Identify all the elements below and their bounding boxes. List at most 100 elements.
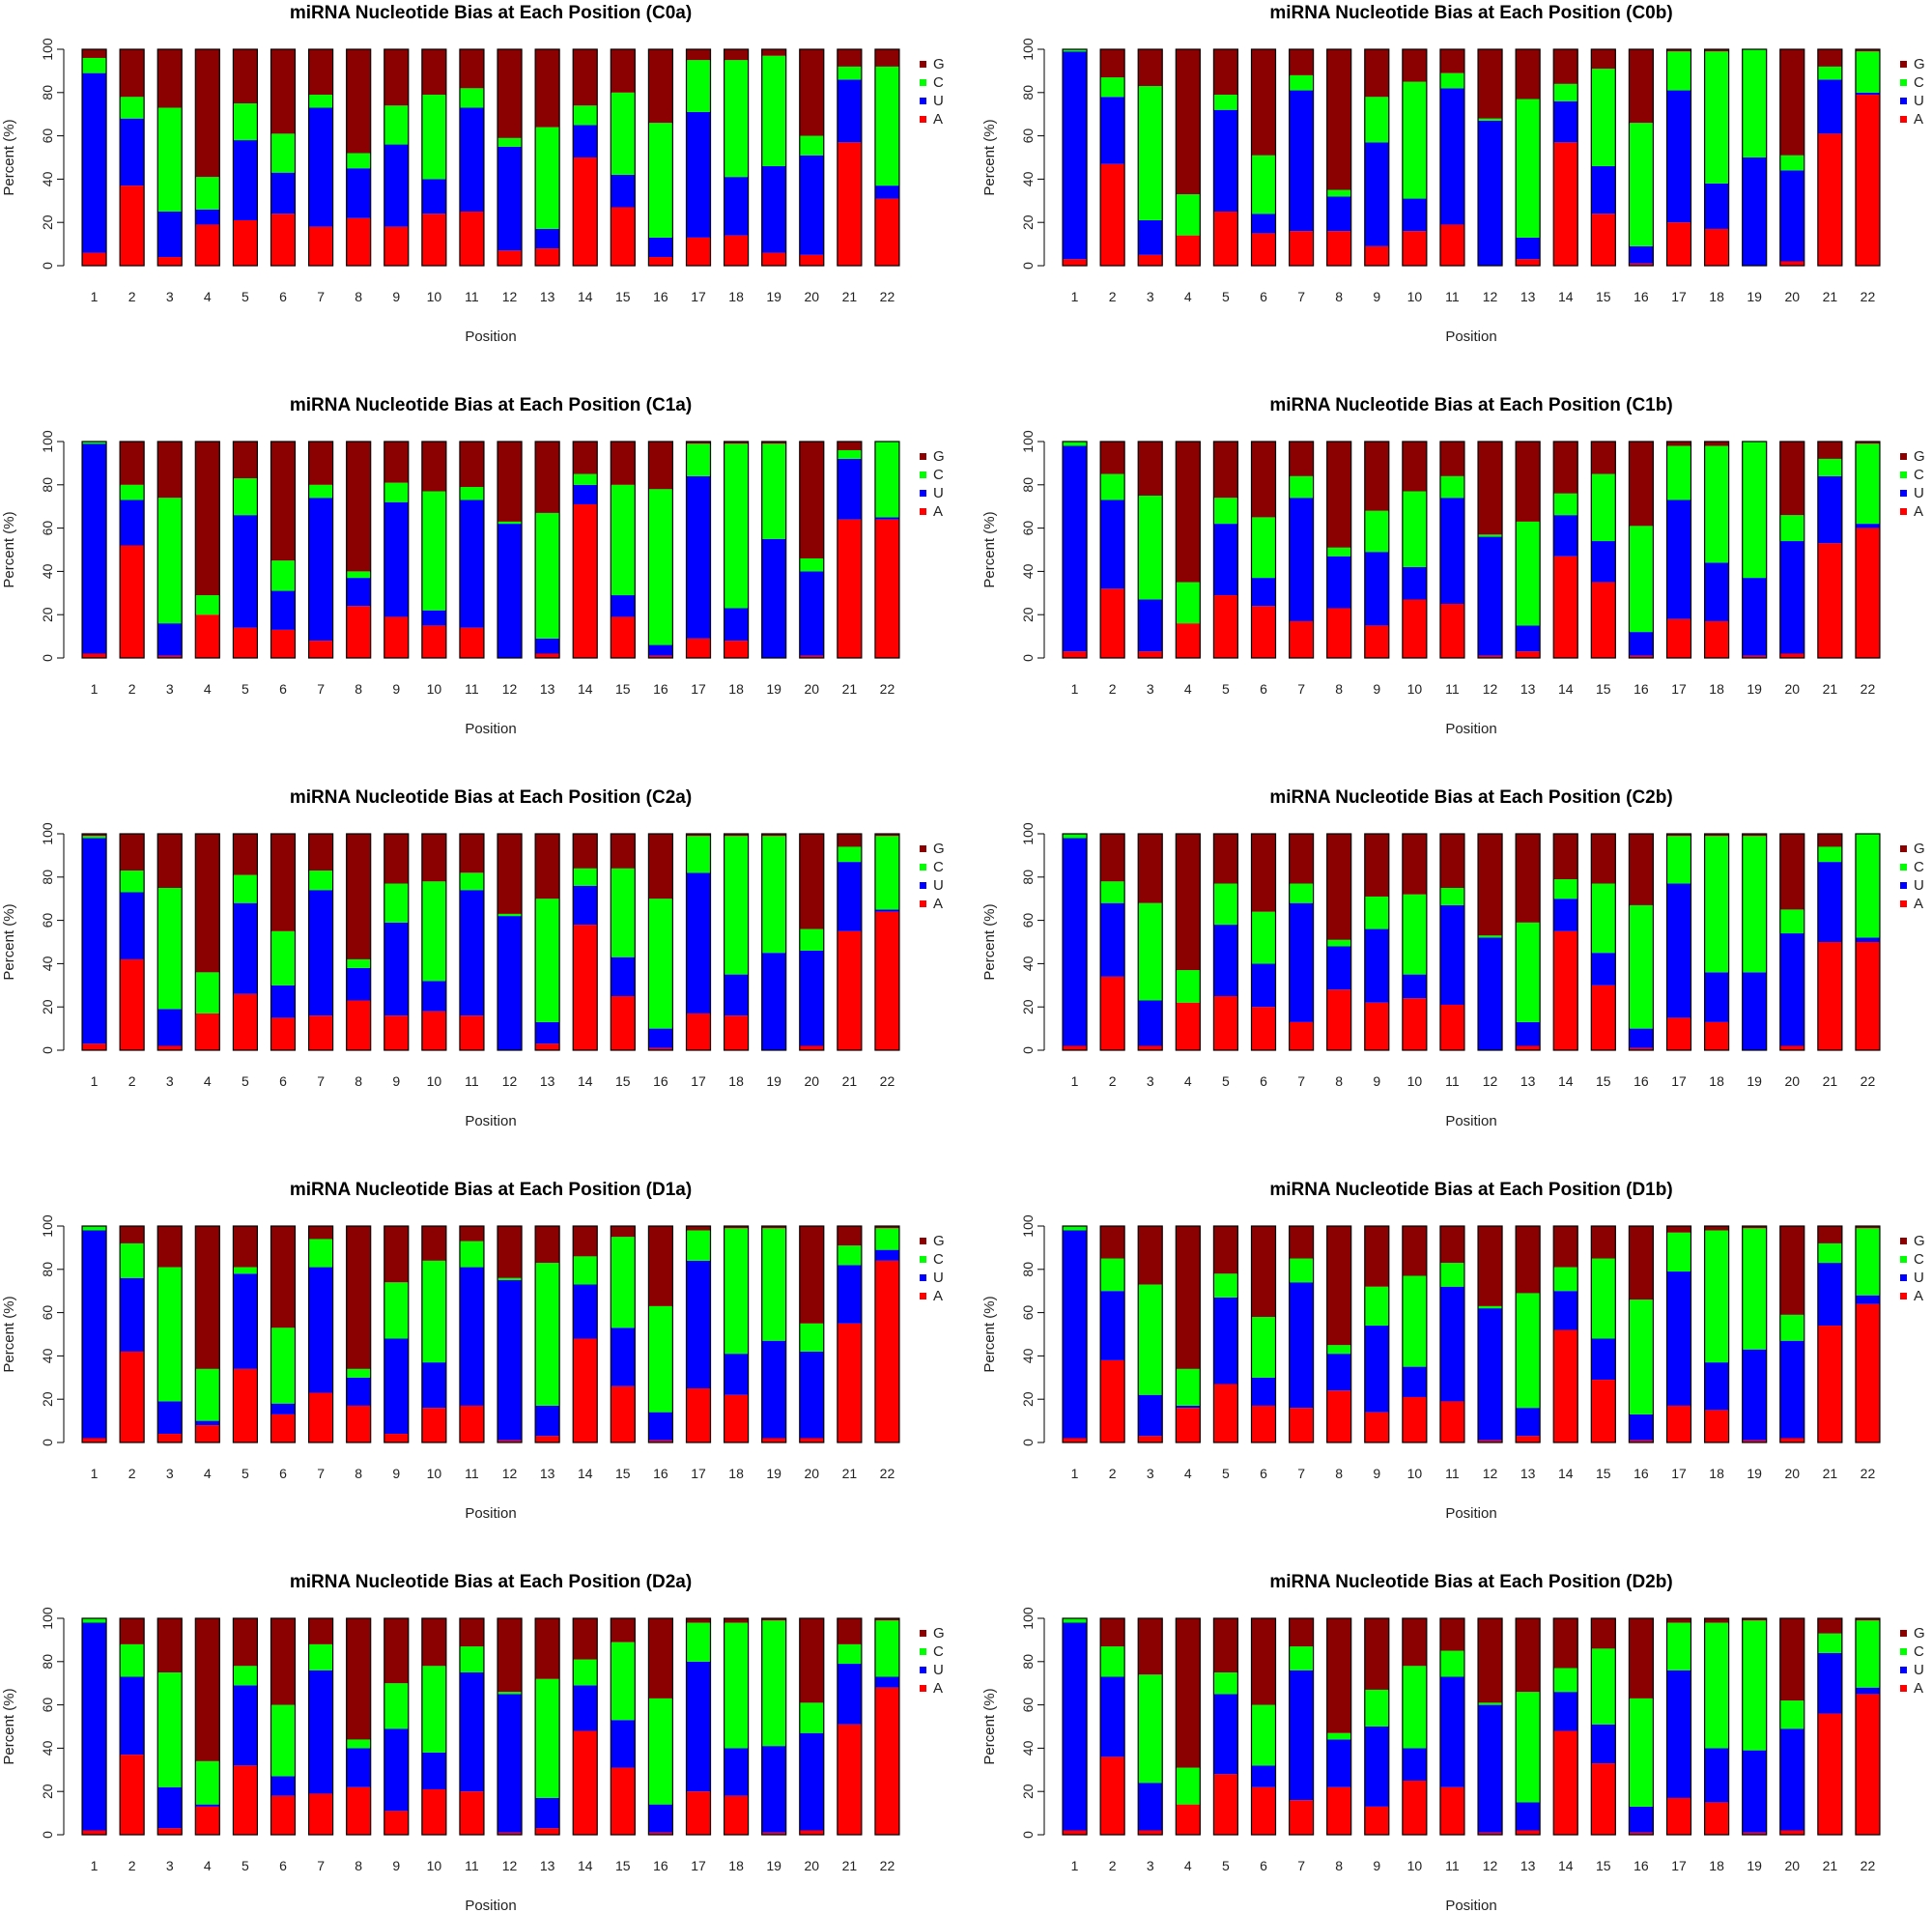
legend-label-A: A [933, 111, 943, 128]
bar-outline [1703, 48, 1730, 267]
x-tick-label: 10 [1407, 289, 1423, 304]
legend-label-G: G [1914, 1233, 1925, 1249]
bar-outline [1364, 1617, 1390, 1836]
bar-segment-C [497, 1277, 523, 1280]
bar-segment-C [82, 57, 107, 73]
bar-segment-G [1516, 442, 1541, 522]
bar-segment-G [535, 49, 560, 128]
bar-segment-C [1478, 935, 1503, 938]
bar-outline [1062, 833, 1088, 1051]
x-tick-label: 18 [1709, 1466, 1724, 1481]
legend-label-U: U [933, 485, 944, 501]
bar-outline [1439, 441, 1465, 659]
bar-segment-A [1516, 1436, 1541, 1442]
bar-segment-G [1629, 1618, 1654, 1699]
bar-segment-A [1251, 606, 1276, 658]
bar-segment-U [837, 1265, 862, 1324]
bar-segment-U [1326, 1354, 1351, 1391]
bar-segment-C [648, 1698, 673, 1805]
bar-outline [497, 48, 523, 267]
bar-outline [1099, 48, 1125, 267]
bar-segment-A [195, 1806, 220, 1835]
bar-outline [1288, 441, 1315, 659]
bar-segment-G [497, 1618, 523, 1693]
bar-segment-G [1855, 49, 1880, 52]
y-tick-label: 100 [40, 1214, 55, 1238]
bar-segment-C [1364, 97, 1389, 143]
bar-segment-A [1779, 261, 1804, 266]
bar-segment-A [1779, 1830, 1804, 1835]
legend-label-G: G [1914, 56, 1925, 72]
bar-segment-U [1364, 928, 1389, 1003]
bar-outline [1477, 48, 1503, 267]
bar-segment-A [761, 252, 786, 266]
x-tick-label: 20 [804, 289, 819, 304]
bar-outline [1817, 833, 1843, 1051]
bar-segment-C [799, 928, 824, 951]
bar-segment-G [874, 834, 899, 837]
bar-segment-A [874, 198, 899, 266]
bar-segment-A [1138, 1045, 1163, 1050]
bar-segment-G [761, 1226, 786, 1229]
bar-segment-U [611, 595, 636, 617]
bar-segment-G [384, 49, 409, 106]
bar-segment-U [459, 1267, 484, 1406]
bar-segment-U [648, 1028, 673, 1048]
bar-segment-U [195, 1420, 220, 1426]
bar-segment-G [1100, 442, 1125, 474]
bar-segment-C [384, 1683, 409, 1729]
bar-segment-G [120, 442, 145, 485]
bar-outline [874, 1225, 900, 1443]
bar-outline [307, 833, 334, 1051]
bar-segment-U [1742, 1750, 1767, 1833]
x-tick-label: 5 [1222, 1466, 1230, 1481]
bar-outline [1477, 1225, 1503, 1443]
bar-segment-G [1817, 49, 1842, 67]
bar-segment-U [157, 212, 183, 258]
bar-segment-U [686, 1260, 711, 1388]
bar-segment-C [1666, 836, 1691, 884]
chart-panel: miRNA Nucleotide Bias at Each Position (… [981, 3, 1925, 345]
x-tick-label: 6 [279, 1466, 287, 1481]
legend-swatch-C [920, 864, 926, 871]
x-tick-label: 21 [842, 1073, 858, 1089]
bar-segment-A [611, 1767, 636, 1835]
bar-segment-G [1326, 1618, 1351, 1733]
bar-segment-G [1553, 1226, 1578, 1268]
bar-outline [307, 1225, 334, 1443]
bar-segment-U [1478, 120, 1503, 266]
bar-outline [534, 833, 560, 1051]
bar-segment-A [346, 1000, 371, 1050]
legend-swatch-G [920, 1630, 926, 1637]
bar-outline [497, 441, 523, 659]
bar-segment-G [497, 442, 523, 522]
bar-segment-U [421, 610, 446, 626]
bar-segment-U [308, 1670, 333, 1794]
bar-segment-G [874, 49, 899, 67]
x-tick-label: 11 [1445, 681, 1460, 697]
bar-segment-C [497, 137, 523, 147]
x-tick-label: 19 [766, 1073, 781, 1089]
bar-outline [270, 1617, 297, 1836]
y-tick-label: 80 [40, 477, 55, 493]
bar-segment-C [421, 1260, 446, 1363]
bar-segment-G [837, 834, 862, 847]
bar-outline [723, 1225, 750, 1443]
y-tick-label: 80 [40, 1262, 55, 1277]
bar-segment-A [346, 1786, 371, 1835]
x-tick-label: 7 [1297, 1858, 1305, 1873]
legend-label-U: U [1914, 877, 1924, 894]
legend-label-A: A [933, 503, 943, 520]
bar-outline [1402, 1225, 1428, 1443]
bar-segment-U [1176, 1405, 1201, 1409]
bar-segment-G [1817, 1226, 1842, 1243]
bar-segment-A [1704, 620, 1729, 658]
bar-segment-C [761, 55, 786, 166]
bar-segment-A [233, 219, 258, 266]
bar-segment-C [82, 836, 107, 839]
bar-outline [1175, 48, 1201, 267]
bar-segment-G [1817, 834, 1842, 847]
x-tick-label: 22 [1861, 1466, 1876, 1481]
bar-segment-C [1251, 1704, 1276, 1766]
bar-segment-U [611, 174, 636, 208]
